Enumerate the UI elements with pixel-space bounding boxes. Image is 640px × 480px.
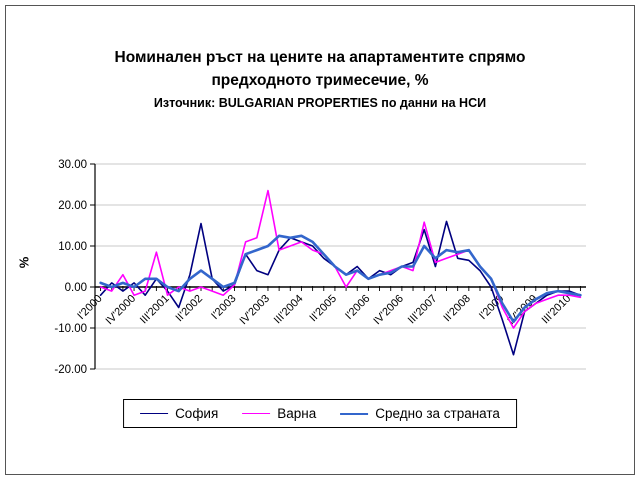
legend-label: Средно за страната [375,406,500,421]
legend-label: Варна [277,406,317,421]
svg-text:II'2008: II'2008 [441,293,473,325]
svg-text:I'2003: I'2003 [209,293,238,322]
svg-text:II'2005: II'2005 [307,293,339,325]
svg-text:20.00: 20.00 [58,200,87,212]
legend-line-swatch [242,413,271,414]
legend-line-swatch [140,413,169,414]
svg-text:I'2000: I'2000 [75,293,104,322]
svg-text:IV'2006: IV'2006 [371,293,406,328]
svg-text:30.00: 30.00 [58,159,87,171]
legend-line-swatch [340,412,369,415]
svg-text:0.00: 0.00 [65,282,87,294]
legend-label: София [175,406,219,421]
svg-text:IV'2003: IV'2003 [237,293,272,328]
svg-text:III'2007: III'2007 [406,293,440,327]
chart-legend: София Варна Средно за страната [123,399,517,428]
legend-item-average: Средно за страната [340,406,500,421]
svg-text:10.00: 10.00 [58,241,87,253]
chart-title-line1: Номинален ръст на цените на апартаментит… [114,49,526,66]
legend-item-varna: Варна [242,406,316,421]
chart-outer-frame [5,5,635,475]
svg-text:III'2001: III'2001 [138,293,172,327]
svg-text:III'2004: III'2004 [272,293,306,327]
chart-title-block: Номинален ръст на цените на апартаментит… [0,46,640,110]
svg-text:-20.00: -20.00 [54,364,87,376]
chart-title-line2: предходното тримесечие, % [211,72,429,89]
line-chart-svg: -20.00-10.000.0010.0020.0030.00I'2000IV'… [54,159,586,376]
svg-text:-10.00: -10.00 [54,323,87,335]
svg-text:I'2006: I'2006 [343,293,372,322]
svg-text:II'2002: II'2002 [174,293,206,325]
chart-plot-area: -20.00 -10.00 0.00 10.00 20.00 30.00 I'2000 IV'… [0,152,640,402]
chart-subtitle: Източник: BULGARIAN PROPERTIES по данни … [153,96,487,110]
svg-text:IV'2000: IV'2000 [104,293,139,328]
legend-item-sofia: София [140,406,218,421]
